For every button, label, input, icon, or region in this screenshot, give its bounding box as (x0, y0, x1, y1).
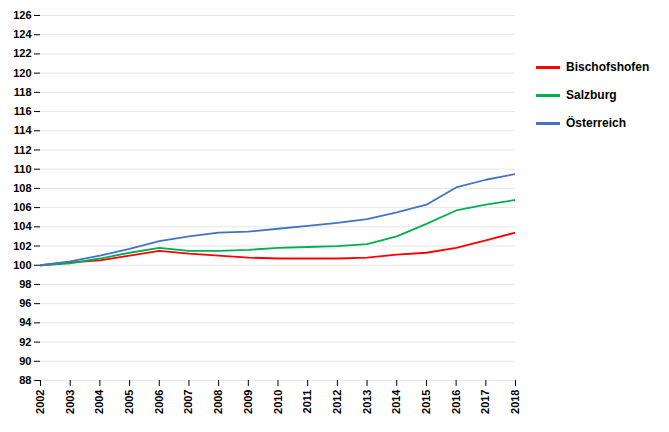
svg-text:2009: 2009 (242, 390, 254, 414)
svg-text:2003: 2003 (64, 390, 76, 414)
svg-text:120: 120 (13, 67, 31, 79)
svg-text:2012: 2012 (331, 390, 343, 414)
svg-text:116: 116 (14, 105, 32, 117)
svg-text:2016: 2016 (450, 390, 462, 414)
svg-text:108: 108 (13, 182, 31, 194)
svg-text:122: 122 (13, 47, 31, 59)
svg-text:2005: 2005 (123, 390, 135, 414)
svg-text:2018: 2018 (509, 390, 521, 414)
svg-text:110: 110 (14, 163, 32, 175)
svg-text:2004: 2004 (93, 389, 105, 414)
svg-text:2015: 2015 (420, 390, 432, 414)
html-text:Österreich: Österreich (566, 116, 626, 130)
svg-text:114: 114 (14, 124, 33, 136)
svg-text:2002: 2002 (34, 390, 46, 414)
svg-text:2006: 2006 (153, 390, 165, 414)
svg-text:104: 104 (13, 220, 32, 232)
svg-text:126: 126 (13, 9, 31, 21)
svg-text:112: 112 (14, 143, 32, 155)
html-text:Bischofshofen: Bischofshofen (566, 60, 650, 74)
svg-text:102: 102 (13, 240, 31, 252)
svg-text:98: 98 (19, 278, 31, 290)
svg-text:118: 118 (14, 86, 32, 98)
svg-text:94: 94 (19, 316, 32, 328)
svg-text:90: 90 (19, 355, 31, 367)
svg-text:92: 92 (19, 336, 31, 348)
html-text:Salzburg: Salzburg (566, 88, 617, 102)
svg-text:96: 96 (19, 297, 31, 309)
svg-text:2007: 2007 (182, 390, 194, 414)
svg-text:2010: 2010 (272, 390, 284, 414)
svg-text:2017: 2017 (479, 390, 491, 414)
svg-text:88: 88 (19, 374, 31, 386)
svg-text:106: 106 (13, 201, 31, 213)
svg-text:2008: 2008 (212, 390, 224, 414)
svg-text:100: 100 (13, 259, 31, 271)
svg-text:2011: 2011 (301, 390, 313, 414)
svg-text:124: 124 (13, 28, 32, 40)
svg-text:2013: 2013 (361, 390, 373, 414)
svg-text:2014: 2014 (390, 389, 402, 414)
